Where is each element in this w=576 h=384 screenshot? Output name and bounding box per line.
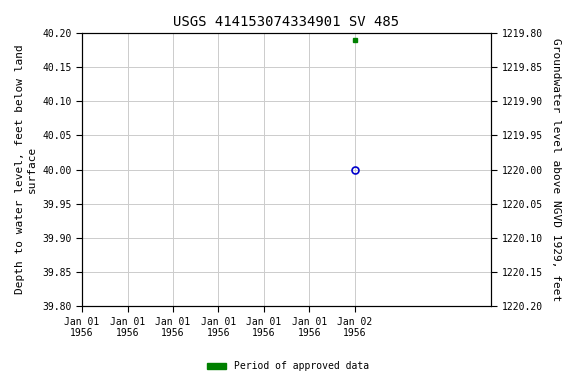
Title: USGS 414153074334901 SV 485: USGS 414153074334901 SV 485 — [173, 15, 400, 29]
Y-axis label: Groundwater level above NGVD 1929, feet: Groundwater level above NGVD 1929, feet — [551, 38, 561, 301]
Y-axis label: Depth to water level, feet below land
surface: Depth to water level, feet below land su… — [15, 45, 37, 295]
Legend: Period of approved data: Period of approved data — [203, 358, 373, 375]
